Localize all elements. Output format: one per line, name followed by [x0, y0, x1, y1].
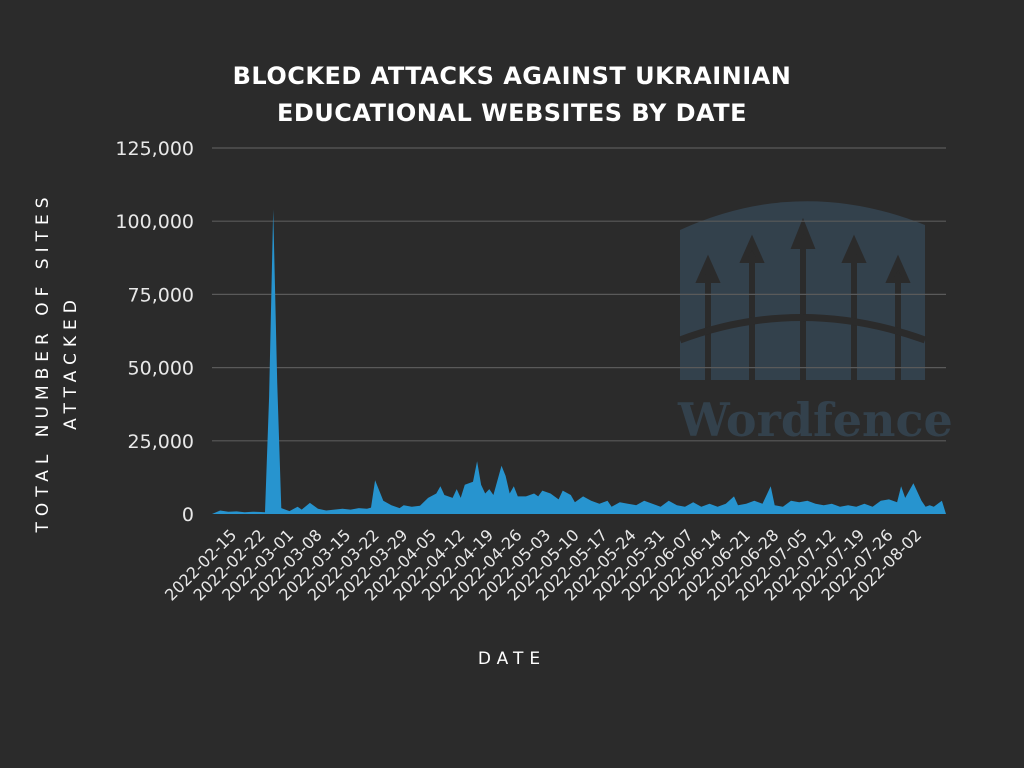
y-tick-label: 125,000	[115, 138, 194, 160]
y-tick-label: 50,000	[128, 358, 194, 380]
y-axis-label-line-2: ATTACKED	[61, 294, 81, 430]
y-axis-label-line-1: TOTAL NUMBER OF SITES	[33, 191, 53, 533]
y-axis-ticks: 0 25,000 50,000 75,000 100,000 125,000	[115, 138, 194, 526]
y-tick-label: 100,000	[115, 211, 194, 233]
chart-title-line-1: BLOCKED ATTACKS AGAINST UKRAINIAN	[233, 62, 792, 90]
gate-bars	[678, 217, 927, 385]
x-axis-ticks: 2022-02-152022-02-222022-03-012022-03-08…	[161, 525, 925, 604]
wordfence-wordmark: Wordfence	[677, 393, 953, 447]
wordmark-part-b: fence	[813, 393, 953, 447]
wordmark-part-a: Word	[677, 393, 813, 447]
wordfence-watermark: Wordfence	[677, 201, 953, 447]
chart-title-line-2: EDUCATIONAL WEBSITES BY DATE	[277, 99, 747, 127]
x-axis-label: DATE	[478, 649, 546, 669]
y-tick-label: 75,000	[128, 284, 194, 306]
gridlines	[212, 147, 946, 442]
y-tick-label: 25,000	[128, 431, 194, 453]
y-tick-label: 0	[182, 504, 194, 526]
